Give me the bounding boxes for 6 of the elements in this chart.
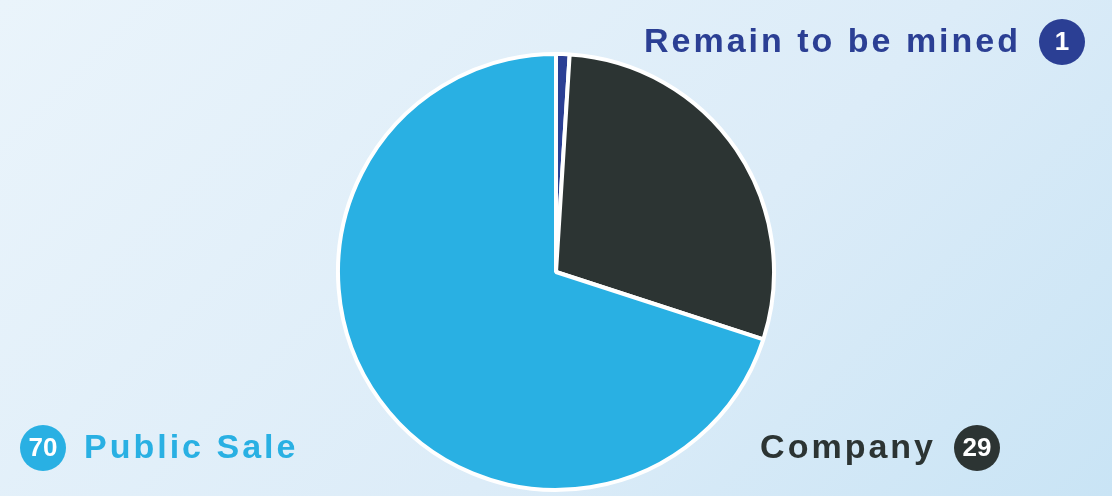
legend-label: Remain to be mined (643, 21, 1022, 60)
legend-label: Company (760, 427, 937, 466)
data-label: 70 (28, 432, 58, 463)
data-label: 29 (962, 432, 992, 463)
slice-label: Public Sale (84, 427, 299, 466)
data-label: 1 (1054, 26, 1070, 57)
